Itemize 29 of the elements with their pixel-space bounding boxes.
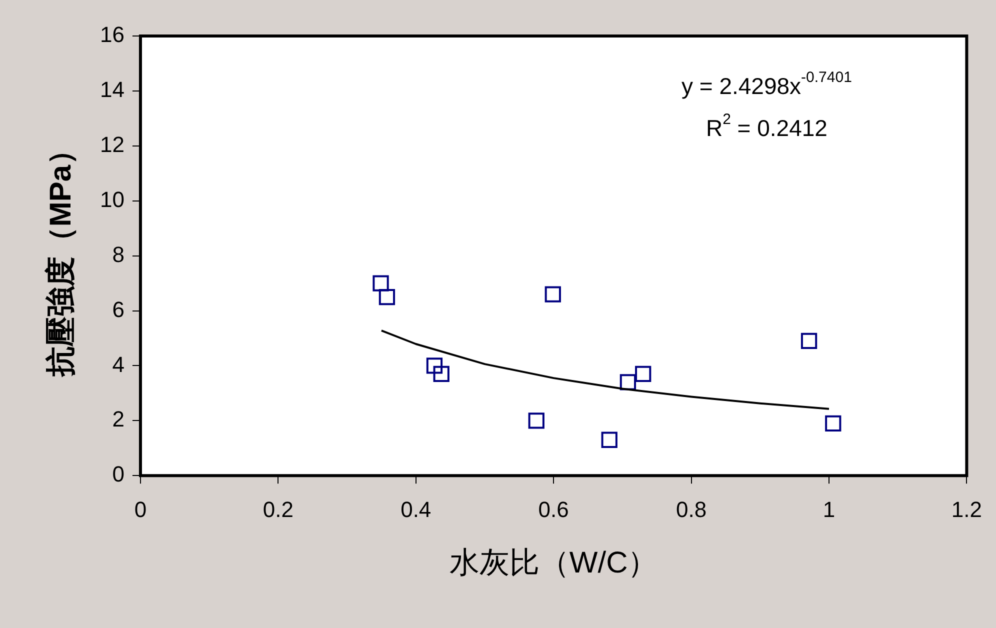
point bbox=[635, 366, 652, 382]
y-tick-label: 16 bbox=[100, 22, 124, 48]
y-tick-label: 0 bbox=[112, 462, 124, 487]
y-tick-label: 2 bbox=[112, 406, 124, 432]
x-tick-label: 0 bbox=[134, 496, 147, 522]
x-tick-label: 0.2 bbox=[262, 496, 294, 522]
y-tick-label: 4 bbox=[112, 352, 124, 377]
y-tick-label: 14 bbox=[100, 77, 124, 102]
point bbox=[544, 286, 561, 302]
y-tick-label: 10 bbox=[100, 186, 124, 212]
x-tick-label: 0.8 bbox=[676, 496, 707, 522]
point bbox=[825, 415, 842, 432]
y-tick-label: 12 bbox=[100, 132, 124, 157]
point bbox=[378, 288, 396, 306]
y-tick-label: 6 bbox=[112, 296, 124, 322]
y-axis-title: 抗壓強度（MPa） bbox=[43, 134, 78, 378]
point bbox=[372, 275, 389, 292]
x-axis-title: 水灰比（W/C） bbox=[449, 546, 658, 580]
point bbox=[800, 332, 818, 350]
point bbox=[528, 412, 544, 429]
point bbox=[620, 374, 636, 390]
x-tick-label: 0.4 bbox=[400, 496, 432, 522]
x-tick-label: 0.6 bbox=[538, 496, 569, 522]
point bbox=[601, 432, 618, 448]
y-tick-label: 8 bbox=[112, 242, 124, 267]
point bbox=[433, 366, 450, 382]
point bbox=[426, 358, 443, 374]
x-tick-label: 1 bbox=[822, 496, 836, 522]
x-tick-label: 1.2 bbox=[951, 496, 982, 522]
